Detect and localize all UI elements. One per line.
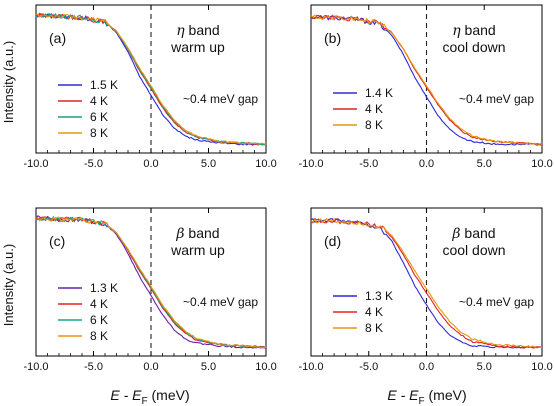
legend-label: 6 K bbox=[90, 110, 108, 124]
series-line-8-k bbox=[310, 14, 543, 145]
band-label: η band bbox=[452, 22, 495, 39]
x-tick-label: -5.0 bbox=[84, 158, 103, 170]
mode-label: cool down bbox=[442, 39, 505, 55]
x-tick-label: -10.0 bbox=[298, 158, 323, 170]
x-tick-label: 5.0 bbox=[201, 158, 216, 170]
x-tick-label: 5.0 bbox=[477, 158, 492, 170]
ylabel-top: Intensity (a.u.) bbox=[1, 41, 16, 123]
x-tick-label: 0.0 bbox=[143, 158, 158, 170]
x-tick-label: 10.0 bbox=[255, 361, 276, 373]
legend-label: 6 K bbox=[90, 313, 108, 327]
legend-label: 1.4 K bbox=[365, 86, 393, 100]
band-label: η band bbox=[176, 22, 219, 39]
x-tick-label: -5.0 bbox=[359, 361, 378, 373]
panel-label: (c) bbox=[49, 233, 65, 249]
series-line-8-k bbox=[35, 13, 267, 145]
x-tick-label: 5.0 bbox=[477, 361, 492, 373]
gap-annotation: ~0.4 meV gap bbox=[459, 295, 534, 309]
gap-annotation: ~0.4 meV gap bbox=[183, 92, 258, 106]
legend-label: 4 K bbox=[90, 297, 108, 311]
legend-label: 4 K bbox=[365, 305, 383, 319]
legend-label: 1.3 K bbox=[90, 281, 118, 295]
x-tick-label: 0.0 bbox=[419, 158, 434, 170]
panel-label: (d) bbox=[324, 233, 341, 249]
panel-label: (a) bbox=[49, 30, 66, 46]
ylabel-bottom: Intensity (a.u.) bbox=[1, 244, 16, 326]
legend-label: 4 K bbox=[90, 94, 108, 108]
x-tick-label: -10.0 bbox=[23, 361, 48, 373]
series-line-1-3-k bbox=[310, 218, 543, 349]
xlabel-left: E - EF (meV) bbox=[110, 387, 189, 406]
x-tick-label: 10.0 bbox=[255, 158, 276, 170]
legend-label: 8 K bbox=[90, 126, 108, 140]
x-tick-label: 0.0 bbox=[143, 361, 158, 373]
x-tick-label: -10.0 bbox=[298, 361, 323, 373]
series-line-8-k bbox=[35, 216, 267, 349]
legend-label: 8 K bbox=[365, 321, 383, 335]
legend-label: 1.5 K bbox=[90, 78, 118, 92]
series-line-8-k bbox=[310, 217, 543, 349]
x-tick-label: -10.0 bbox=[23, 158, 48, 170]
x-tick-label: -5.0 bbox=[84, 361, 103, 373]
band-label: β band bbox=[451, 225, 495, 242]
band-label: β band bbox=[175, 225, 219, 242]
legend-label: 1.3 K bbox=[365, 289, 393, 303]
x-tick-label: 0.0 bbox=[419, 361, 434, 373]
series-line-1-4-k bbox=[310, 14, 543, 146]
legend-label: 8 K bbox=[365, 118, 383, 132]
gap-annotation: ~0.4 meV gap bbox=[183, 295, 258, 309]
legend-label: 8 K bbox=[90, 329, 108, 343]
legend-label: 4 K bbox=[365, 102, 383, 116]
mode-label: warm up bbox=[170, 39, 225, 55]
mode-label: warm up bbox=[170, 242, 225, 258]
series-line-4-k bbox=[310, 217, 543, 349]
mode-label: cool down bbox=[442, 242, 505, 258]
xlabel-right: E - EF (meV) bbox=[387, 387, 466, 406]
x-tick-label: 5.0 bbox=[201, 361, 216, 373]
gap-annotation: ~0.4 meV gap bbox=[459, 92, 534, 106]
panel-label: (b) bbox=[324, 30, 341, 46]
x-tick-label: -5.0 bbox=[359, 158, 378, 170]
x-tick-label: 10.0 bbox=[531, 361, 552, 373]
x-tick-label: 10.0 bbox=[531, 158, 552, 170]
